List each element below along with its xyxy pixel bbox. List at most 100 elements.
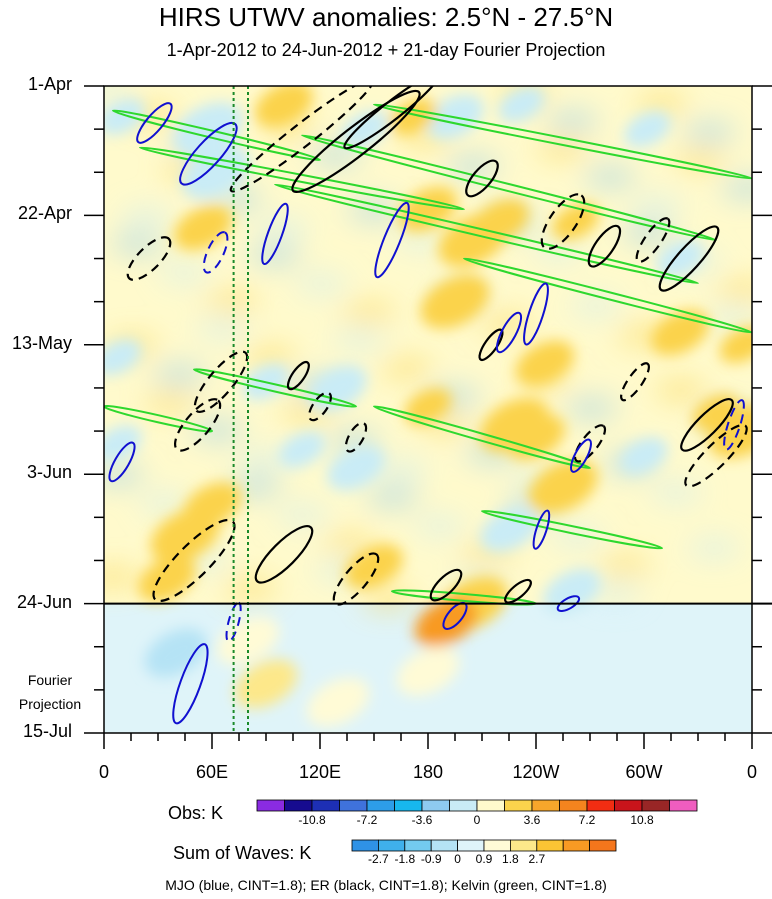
- waves-colorbar-tick-label: -0.9: [420, 852, 442, 866]
- obs-colorbar-swatch: [641, 799, 670, 812]
- waves-colorbar-swatch: [457, 839, 485, 852]
- anomaly-texture-blob: [238, 449, 291, 470]
- anomaly-texture-blob: [104, 464, 145, 485]
- anomaly-texture-blob: [120, 207, 173, 228]
- mjo-contour-positive: [108, 441, 136, 483]
- er-contour-negative: [573, 424, 607, 463]
- waves-colorbar-swatch: [430, 839, 459, 852]
- obs-colorbar-swatch: [339, 799, 368, 812]
- y-tick-label: 3-Jun: [26, 462, 72, 483]
- anomaly-texture-blob: [588, 582, 641, 603]
- anomaly-texture-blob: [683, 122, 736, 143]
- mjo-contour-positive: [570, 438, 592, 473]
- negative-anomaly: [624, 110, 672, 148]
- kelvin-contour: [138, 146, 466, 211]
- kelvin-contour: [192, 368, 358, 408]
- positive-anomaly: [173, 205, 233, 251]
- positive-anomaly: [552, 203, 600, 240]
- anomaly-texture-blob: [631, 196, 684, 217]
- er-contour-negative: [308, 391, 332, 422]
- er-contour-negative: [332, 552, 380, 606]
- x-tick-label: 60E: [195, 762, 229, 782]
- er-contour-negative: [193, 350, 249, 413]
- obs-colorbar-tick-label: -7.2: [356, 813, 378, 827]
- anomaly-texture-blob: [565, 398, 618, 419]
- obs-colorbar-swatch: [311, 799, 340, 812]
- x-tick-label: 60W: [625, 762, 663, 782]
- obs-colorbar-tick-label: -3.6: [411, 813, 433, 827]
- kelvin-contour: [372, 405, 592, 470]
- obs-colorbar-swatch: [284, 799, 313, 812]
- anomaly-texture-blob: [655, 380, 708, 401]
- obs-colorbar-tick-label: 3.6: [523, 813, 541, 827]
- anomaly-texture-blob: [153, 364, 206, 385]
- obs-colorbar-swatch: [256, 799, 285, 812]
- y-tick-label: 1-Apr: [27, 74, 72, 94]
- er-contour-negative: [344, 421, 368, 453]
- anomaly-texture-blob: [413, 515, 466, 536]
- er-contour-positive: [343, 86, 441, 150]
- anomaly-texture-blob: [139, 493, 192, 514]
- chart-subtitle: 1-Apr-2012 to 24-Jun-2012 + 21-day Fouri…: [166, 40, 606, 60]
- anomaly-texture-blob: [144, 391, 197, 412]
- waves-colorbar-swatch: [404, 839, 432, 852]
- anomaly-texture-blob: [205, 291, 258, 312]
- obs-colorbar-swatch: [669, 799, 698, 812]
- positive-anomaly: [515, 340, 575, 386]
- obs-colorbar-swatch: [531, 799, 560, 812]
- obs-colorbar-label: Obs: K: [168, 803, 224, 823]
- y-tick-label: 13-May: [11, 332, 72, 353]
- er-contour-positive: [587, 224, 622, 268]
- positive-anomaly: [528, 459, 598, 514]
- obs-colorbar-tick-label: 0: [473, 813, 481, 827]
- mjo-contours: [108, 102, 745, 725]
- fourier-label-line2: Projection: [18, 696, 82, 712]
- er-contour-negative: [126, 236, 172, 281]
- negative-anomaly: [144, 628, 208, 678]
- waves-colorbar-tick-label: -1.8: [394, 852, 416, 866]
- chart-title: HIRS UTWV anomalies: 2.5°N - 27.5°N: [158, 2, 614, 32]
- anomaly-texture-blob: [376, 460, 429, 481]
- er-contour-positive: [254, 525, 314, 584]
- positive-anomaly: [344, 544, 404, 590]
- anomaly-texture-blob: [688, 538, 741, 559]
- positive-anomaly: [470, 198, 530, 245]
- anomaly-texture-blob: [721, 178, 752, 199]
- anomaly-texture-blob: [546, 111, 599, 132]
- negative-anomaly: [479, 507, 539, 553]
- er-contour-negative: [635, 217, 671, 263]
- positive-anomaly: [414, 597, 478, 647]
- obs-colorbar-swatch: [559, 799, 588, 812]
- fourier-projection-label: Fourier Projection: [0, 668, 100, 716]
- negative-anomaly: [498, 86, 546, 123]
- positive-anomaly: [182, 482, 242, 528]
- mjo-contour-positive: [523, 282, 549, 346]
- negative-anomaly: [308, 365, 368, 411]
- er-contour-positive: [680, 398, 734, 452]
- mjo-contour-negative: [723, 399, 745, 451]
- waves-colorbar-label: Sum of Waves: K: [173, 843, 312, 863]
- anomaly-texture-blob: [243, 347, 296, 368]
- mjo-contour-positive: [136, 102, 173, 144]
- obs-colorbar-swatch: [614, 799, 643, 812]
- anomaly-texture-blob: [532, 240, 585, 261]
- anomaly-texture-blob: [598, 556, 651, 577]
- waves-colorbar-swatch: [562, 839, 591, 852]
- er-contour-positive: [658, 225, 720, 292]
- x-tick-label: 180: [412, 762, 444, 782]
- mjo-contour-positive: [261, 202, 289, 266]
- anomaly-texture-blob: [196, 318, 249, 339]
- anomaly-texture-blob: [361, 589, 414, 610]
- anomaly-texture-blob: [229, 475, 282, 496]
- mjo-contour-positive: [532, 509, 551, 550]
- positive-anomaly: [306, 677, 370, 727]
- er-contour-negative: [620, 362, 650, 402]
- x-tick-label: 0: [746, 762, 757, 782]
- mjo-contour-positive: [556, 595, 581, 612]
- er-contour-negative: [229, 86, 375, 193]
- obs-colorbar-swatch: [586, 799, 615, 812]
- anomaly-texture-blob: [295, 273, 348, 294]
- anomaly-texture-blob: [210, 189, 263, 210]
- anomaly-texture-blob: [569, 295, 622, 316]
